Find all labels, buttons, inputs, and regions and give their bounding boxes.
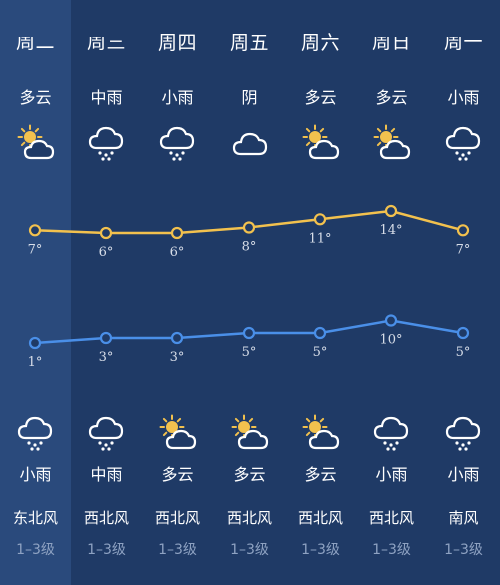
wind-direction: 西北风 xyxy=(226,509,272,527)
high-temp-label: 7° xyxy=(456,242,471,257)
night-condition: 多云 xyxy=(161,465,194,484)
sun-cloud-icon xyxy=(159,414,197,452)
wind-level: 1–3级 xyxy=(230,542,269,558)
high-temp-label: 8° xyxy=(242,240,257,255)
wind-level: 1–3级 xyxy=(158,542,197,558)
rain-cloud-icon xyxy=(88,414,126,452)
day-condition: 多云 xyxy=(304,88,337,107)
high-temp-point xyxy=(28,224,42,237)
low-temp-point xyxy=(28,336,42,350)
forecast-day-column[interactable]: 周四小雨多云西北风 1–3级 xyxy=(142,0,213,585)
rain-cloud-icon xyxy=(445,124,483,162)
forecast-day-column[interactable]: 周五阴多云西北风 1–3级 xyxy=(214,0,285,585)
day-condition: 阴 xyxy=(241,88,258,107)
day-condition: 小雨 xyxy=(447,88,480,107)
low-temp-label: 5° xyxy=(313,345,328,360)
low-temp-point xyxy=(313,326,327,340)
night-condition: 多云 xyxy=(304,465,337,484)
high-temp-label: 6° xyxy=(99,245,114,260)
forecast-day-column[interactable]: 周日多云小雨西北风 1–3级 xyxy=(356,0,427,585)
night-condition: 中雨 xyxy=(90,465,123,484)
sun-cloud-icon xyxy=(302,124,340,162)
weekday-label: 周日 xyxy=(371,31,411,53)
sun-cloud-icon xyxy=(17,124,55,162)
sun-cloud-icon xyxy=(302,414,340,452)
low-temp-label: 3° xyxy=(170,350,185,365)
high-temp-label: 6° xyxy=(170,245,185,260)
high-temp-label: 14° xyxy=(379,223,402,238)
sun-cloud-icon xyxy=(231,414,269,452)
forecast-day-column[interactable]: 周二多云小雨东北风 1–3级 xyxy=(0,0,71,585)
wind-level: 1–3级 xyxy=(87,542,126,558)
high-temp-label: 11° xyxy=(308,231,331,246)
day-condition: 多云 xyxy=(375,88,408,107)
night-condition: 小雨 xyxy=(19,465,52,484)
day-condition: 小雨 xyxy=(161,88,194,107)
low-temp-label: 10° xyxy=(379,333,402,348)
high-temp-point xyxy=(170,226,184,240)
wind-direction: 西北风 xyxy=(83,509,129,527)
high-temp-point xyxy=(99,226,113,240)
low-temp-point xyxy=(456,326,470,340)
low-temp-label: 1° xyxy=(28,355,43,370)
weekday-label: 周五 xyxy=(229,32,269,54)
rain-cloud-icon xyxy=(159,124,197,162)
weekday-label: 周六 xyxy=(300,32,340,54)
wind-direction: 东北风 xyxy=(12,509,58,527)
low-temp-label: 3° xyxy=(99,350,114,365)
high-temp-point xyxy=(242,221,256,234)
high-temp-point xyxy=(313,213,327,226)
sun-cloud-icon xyxy=(373,124,411,162)
low-temp-point xyxy=(384,314,398,327)
night-condition: 多云 xyxy=(233,465,266,484)
rain-cloud-icon xyxy=(17,414,55,452)
high-temp-label: 7° xyxy=(28,242,43,257)
low-temp-point xyxy=(170,331,184,345)
wind-level: 1–3级 xyxy=(372,542,411,558)
day-condition: 中雨 xyxy=(90,88,123,107)
rain-cloud-icon xyxy=(445,414,483,452)
high-temp-point xyxy=(384,204,398,218)
high-temp-point xyxy=(456,224,470,237)
wind-level: 1–3级 xyxy=(444,542,483,558)
rain-cloud-icon xyxy=(88,124,126,162)
forecast-day-column[interactable]: 周三 中雨 中雨 西北风 1–3级 xyxy=(71,0,142,585)
cloud-icon xyxy=(231,124,269,162)
forecast-day-column[interactable]: 周一 小雨 小雨 南风 1–3级 xyxy=(428,0,499,585)
wind-direction: 西北风 xyxy=(297,509,343,527)
low-temp-point xyxy=(99,331,113,345)
weekday-label: 周四 xyxy=(157,32,197,54)
wind-direction: 西北风 xyxy=(368,509,414,527)
wind-direction: 南风 xyxy=(448,509,479,527)
wind-direction: 西北风 xyxy=(154,509,200,527)
wind-level: 1–3级 xyxy=(16,542,55,558)
weekday-label: 周三 xyxy=(86,31,126,53)
low-temp-point xyxy=(242,326,256,340)
low-temp-label: 5° xyxy=(242,345,257,360)
day-condition: 多云 xyxy=(19,88,52,107)
weekday-label: 周一 xyxy=(443,31,483,53)
forecast-day-column[interactable]: 周六 多云 多云 西北风 1–3级 xyxy=(285,0,356,585)
rain-cloud-icon xyxy=(373,414,411,452)
selected-day-highlight xyxy=(0,0,71,585)
wind-level: 1–3级 xyxy=(301,542,340,558)
weekday-label: 周二 xyxy=(15,31,55,53)
night-condition: 小雨 xyxy=(375,465,408,484)
low-temp-label: 5° xyxy=(456,345,471,360)
night-condition: 小雨 xyxy=(447,465,480,484)
